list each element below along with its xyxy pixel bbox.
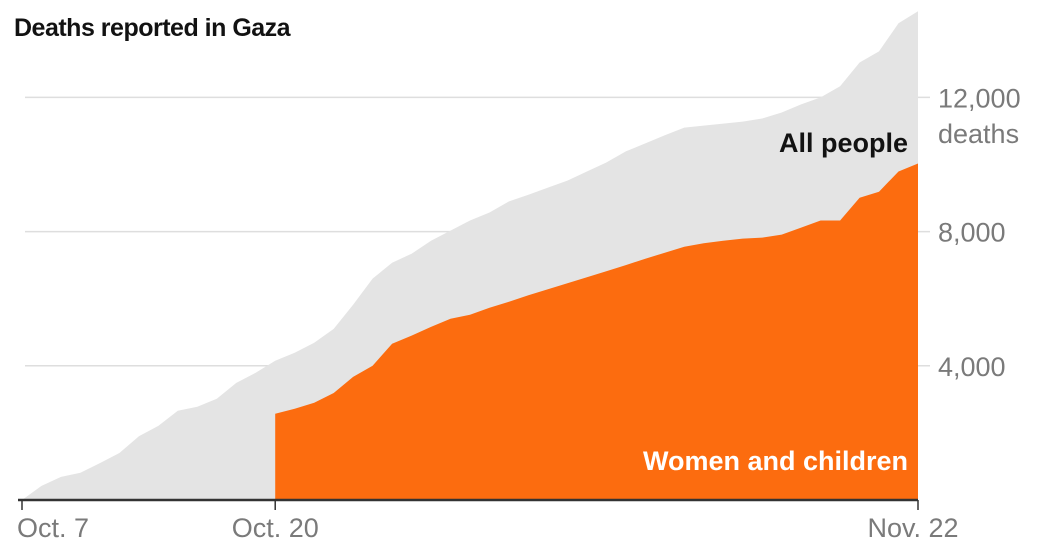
y-tick-label: 8,000 xyxy=(938,218,1006,248)
series-label-women-and-children: Women and children xyxy=(643,446,908,476)
x-tick-label: Oct. 20 xyxy=(232,513,319,543)
areas xyxy=(22,11,918,500)
y-tick-label: 12,000 xyxy=(938,83,1021,113)
x-tick-label: Oct. 7 xyxy=(17,513,89,543)
tick-labels: 4,000 8,000 12,000 Oct. 7 Oct. 20 Nov. 22 xyxy=(17,83,1021,543)
area-women-and-children xyxy=(275,163,918,500)
y-tick-label: 4,000 xyxy=(938,352,1006,382)
x-axis xyxy=(18,498,919,510)
y-axis-unit-label: deaths xyxy=(938,119,1019,149)
series-label-all-people: All people xyxy=(779,128,908,158)
x-tick-label: Nov. 22 xyxy=(867,513,958,543)
chart-title: Deaths reported in Gaza xyxy=(14,14,291,42)
